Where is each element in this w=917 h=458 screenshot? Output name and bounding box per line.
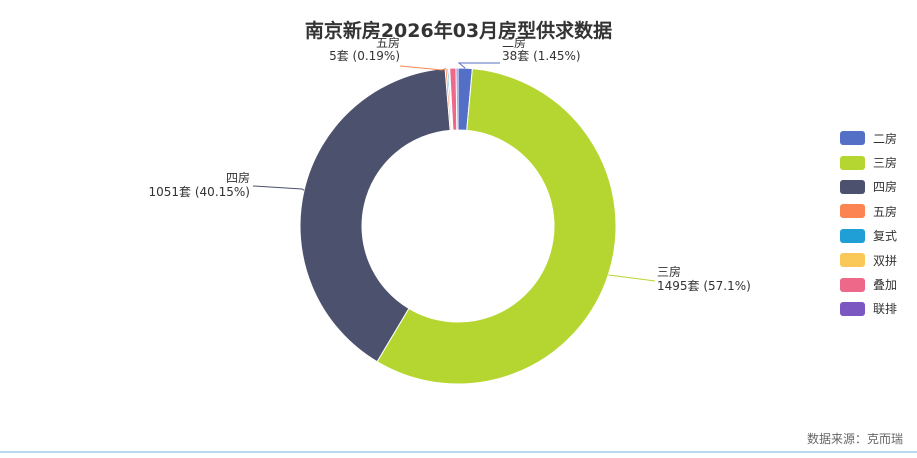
- bottom-divider: [0, 451, 917, 453]
- slice-label-value-五房: 5套 (0.19%): [329, 49, 400, 63]
- label-leader-五房: [399, 65, 447, 71]
- slice-label-value-二房: 38套 (1.45%): [502, 49, 581, 63]
- legend-label: 复式: [873, 229, 898, 244]
- legend-swatch: [840, 228, 865, 243]
- label-leader-二房: [457, 62, 500, 69]
- legend-swatch: [840, 179, 865, 194]
- chart-title: 南京新房2026年03月房型供求数据: [304, 20, 613, 42]
- slice-四房: [299, 67, 451, 363]
- legend-label: 叠加: [873, 278, 898, 293]
- legend-item-双拼[interactable]: 双拼: [840, 248, 917, 272]
- slice-label-value-三房: 1495套 (57.1%): [657, 279, 751, 293]
- legend-swatch: [840, 253, 865, 268]
- slice-label-name-五房: 五房: [376, 35, 400, 50]
- legend-item-叠加[interactable]: 叠加: [840, 272, 917, 296]
- legend-label: 二房: [873, 131, 898, 146]
- slice-label-value-四房: 1051套 (40.15%): [149, 185, 250, 199]
- legend-item-三房[interactable]: 三房: [840, 150, 917, 174]
- chart-legend: 二房三房四房五房复式双拼叠加联排: [840, 126, 917, 321]
- slice-label-name-四房: 四房: [226, 170, 250, 185]
- legend-label: 四房: [873, 180, 898, 195]
- legend-item-五房[interactable]: 五房: [840, 199, 917, 223]
- legend-label: 三房: [873, 156, 898, 171]
- legend-swatch: [840, 155, 865, 170]
- legend-swatch: [840, 301, 865, 316]
- legend-label: 五房: [873, 204, 898, 219]
- label-leader-四房: [252, 185, 305, 191]
- legend-swatch: [840, 204, 865, 219]
- slice-label-name-三房: 三房: [657, 264, 681, 279]
- legend-swatch: [840, 131, 865, 146]
- legend-label: 联排: [873, 302, 898, 317]
- legend-item-二房[interactable]: 二房: [840, 126, 917, 150]
- slice-label-name-二房: 二房: [502, 35, 526, 50]
- label-leader-三房: [608, 274, 656, 282]
- slice-联排: [455, 67, 459, 131]
- slice-三房: [376, 68, 617, 385]
- legend-label: 双拼: [873, 253, 898, 268]
- legend-item-联排[interactable]: 联排: [840, 297, 917, 321]
- legend-item-复式[interactable]: 复式: [840, 224, 917, 248]
- data-source-note: 数据来源：克而瑞: [806, 432, 903, 446]
- legend-item-四房[interactable]: 四房: [840, 175, 917, 199]
- legend-swatch: [840, 277, 865, 292]
